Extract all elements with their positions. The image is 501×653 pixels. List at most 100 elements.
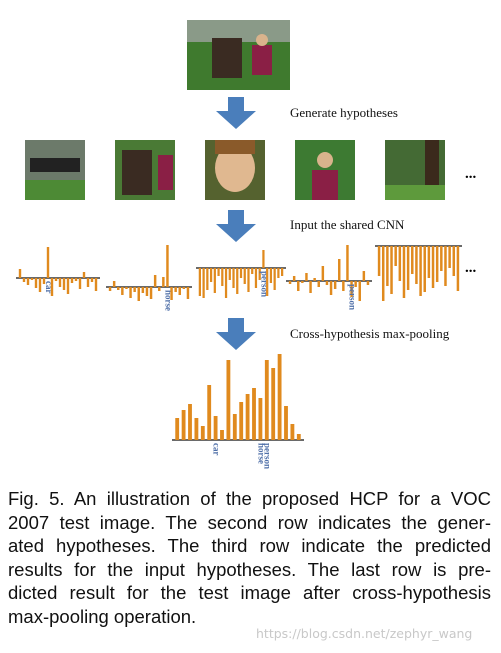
bar xyxy=(232,414,237,440)
bar xyxy=(188,404,192,440)
bar xyxy=(406,246,410,290)
bar xyxy=(262,250,265,268)
step-label: Generate hypotheses xyxy=(290,105,398,120)
photo xyxy=(205,140,265,200)
bar xyxy=(350,281,353,297)
bar xyxy=(226,360,231,440)
bar xyxy=(175,418,180,440)
bar xyxy=(145,287,149,296)
bar xyxy=(292,276,296,281)
bar xyxy=(266,268,269,296)
bar xyxy=(221,268,224,286)
bar xyxy=(213,268,216,293)
bar xyxy=(305,273,308,281)
caption-line: max-pooling operation. xyxy=(8,605,197,627)
bar xyxy=(358,281,361,301)
bar xyxy=(112,281,116,287)
bar xyxy=(402,246,406,298)
bar xyxy=(209,268,213,282)
bar xyxy=(342,281,345,291)
bar xyxy=(50,278,54,296)
bar xyxy=(321,266,325,281)
arrow xyxy=(216,210,256,242)
bar xyxy=(362,271,366,281)
bar xyxy=(325,281,329,285)
bar xyxy=(125,287,128,289)
bar xyxy=(333,281,337,289)
bar xyxy=(309,281,312,293)
caption: Fig. 5. An illustration of the proposed … xyxy=(8,487,491,629)
bar xyxy=(271,368,276,440)
bar xyxy=(141,287,145,293)
bar xyxy=(277,268,280,278)
bar xyxy=(452,246,456,276)
bar xyxy=(297,281,300,291)
bar xyxy=(313,278,316,281)
bar xyxy=(390,246,393,294)
bar xyxy=(284,406,288,440)
category-label: horse xyxy=(256,443,266,464)
bar xyxy=(66,278,70,294)
bar xyxy=(258,268,261,280)
bar xyxy=(117,287,120,290)
bar xyxy=(239,402,244,440)
caption-line: dicted result for the test image after c… xyxy=(8,582,491,604)
category-label: person xyxy=(347,284,357,310)
bar xyxy=(277,354,282,440)
bar xyxy=(228,268,231,280)
bar xyxy=(186,287,190,299)
photo xyxy=(385,140,445,200)
bar xyxy=(200,426,205,440)
caption-line: ated hypotheses. The third row indicate … xyxy=(8,535,491,557)
bar xyxy=(182,287,186,289)
bar xyxy=(431,246,435,288)
bar xyxy=(338,259,341,281)
bar xyxy=(78,278,82,289)
bar xyxy=(444,246,447,286)
bar xyxy=(377,246,381,276)
bar xyxy=(90,278,94,282)
bar xyxy=(247,268,250,292)
bar xyxy=(213,416,218,440)
bar xyxy=(419,246,422,296)
caption-line: results for the input hypotheses. The la… xyxy=(8,558,491,580)
bar xyxy=(207,385,212,440)
bar xyxy=(220,430,224,440)
bar xyxy=(170,287,173,300)
bar xyxy=(415,246,418,284)
bar xyxy=(26,278,30,285)
bar xyxy=(178,287,181,295)
bar xyxy=(269,268,273,283)
bar xyxy=(62,278,66,290)
bar xyxy=(206,268,209,290)
bar xyxy=(252,388,256,440)
bar xyxy=(133,287,136,292)
bar xyxy=(74,278,78,281)
bar xyxy=(435,246,439,282)
bar xyxy=(329,281,333,295)
bar xyxy=(149,287,153,299)
step-label: Cross-hypothesis max-pooling xyxy=(290,326,450,341)
bar xyxy=(194,418,199,440)
ellipsis: ... xyxy=(465,260,477,276)
photo xyxy=(115,140,175,200)
bar xyxy=(394,246,397,266)
bar xyxy=(440,246,443,271)
category-label: horse xyxy=(163,290,173,311)
figure: Generate hypotheses Input the shared CNN… xyxy=(16,20,477,469)
bar xyxy=(46,247,50,278)
bar xyxy=(30,278,34,280)
bar xyxy=(198,268,201,296)
bar xyxy=(94,278,98,291)
photo xyxy=(187,20,290,90)
watermark: https://blog.csdn.net/zephyr_wang xyxy=(256,626,473,641)
arrow xyxy=(216,318,256,350)
bar xyxy=(174,287,177,292)
bar xyxy=(411,246,414,274)
category-label: car xyxy=(44,281,54,294)
bar xyxy=(202,268,205,298)
step-label: Input the shared CNN xyxy=(290,217,405,232)
bar xyxy=(386,246,389,286)
bar xyxy=(137,287,140,301)
